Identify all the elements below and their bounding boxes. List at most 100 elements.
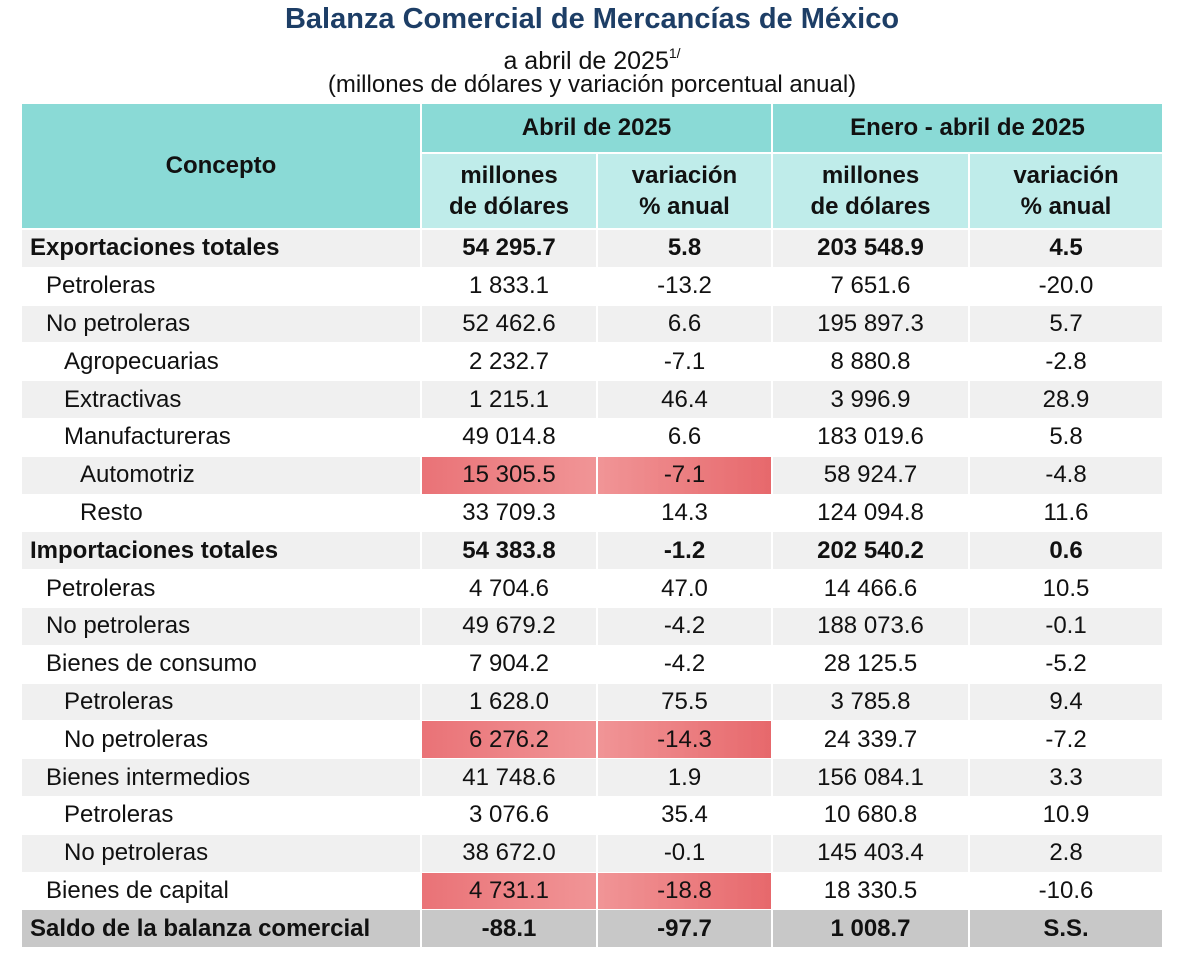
enero-abril-millones-cell: 58 924.7 [771, 455, 970, 495]
enero-abril-millones-cell: 124 094.8 [771, 493, 970, 533]
enero-abril-millones-cell: 7 651.6 [771, 266, 970, 306]
abril-millones-cell: 1 215.1 [420, 380, 598, 419]
subtitle-text: a abril de 2025 [503, 47, 669, 75]
enero-abril-millones-cell: 203 548.9 [771, 228, 970, 268]
row-label: Petroleras [20, 266, 422, 306]
abril-millones-cell: 7 904.2 [420, 644, 598, 684]
trade-balance-table: Concepto Abril de 2025 Enero - abril de … [20, 102, 1165, 949]
enero-abril-millones-cell: 24 339.7 [771, 720, 970, 760]
row-label: Resto [20, 493, 422, 533]
row-label: No petroleras [20, 304, 422, 344]
row-label: Petroleras [20, 569, 422, 608]
enero-abril-variacion-cell: 9.4 [967, 682, 1165, 722]
header-concepto: Concepto [20, 102, 422, 230]
enero-abril-variacion-cell: 4.5 [967, 228, 1165, 268]
table-row: Petroleras 1 833.1 -13.2 7 651.6 -20.0 [20, 266, 1165, 306]
row-label: Petroleras [20, 682, 422, 722]
header-variacion-1: variación % anual [596, 152, 773, 230]
abril-millones-cell: 49 679.2 [420, 606, 598, 646]
table-row: Saldo de la balanza comercial -88.1 -97.7 1… [20, 909, 1165, 949]
abril-millones-cell: 4 731.1 [420, 871, 598, 911]
abril-variacion-cell: 75.5 [596, 682, 773, 722]
abril-variacion-cell: -1.2 [596, 531, 773, 571]
header-text: de dólares [448, 193, 570, 220]
enero-abril-millones-cell: 156 084.1 [771, 758, 970, 797]
abril-variacion-cell: -7.1 [596, 342, 773, 382]
enero-abril-millones-cell: 202 540.2 [771, 531, 970, 571]
abril-millones-cell: 1 628.0 [420, 682, 598, 722]
abril-variacion-cell: 46.4 [596, 380, 773, 419]
row-label: Bienes de consumo [20, 644, 422, 684]
row-label: Bienes intermedios [20, 758, 422, 797]
enero-abril-variacion-cell: 10.9 [967, 795, 1165, 835]
enero-abril-variacion-cell: -2.8 [967, 342, 1165, 382]
abril-variacion-cell: 6.6 [596, 304, 773, 344]
abril-variacion-cell: -14.3 [596, 720, 773, 760]
header-text: variación [1013, 162, 1119, 189]
table-row: Extractivas 1 215.1 46.4 3 996.9 28.9 [20, 380, 1165, 419]
abril-variacion-cell: -18.8 [596, 871, 773, 911]
abril-variacion-cell: 14.3 [596, 493, 773, 533]
enero-abril-variacion-cell: 5.7 [967, 304, 1165, 344]
abril-variacion-cell: -4.2 [596, 644, 773, 684]
enero-abril-millones-cell: 195 897.3 [771, 304, 970, 344]
enero-abril-millones-cell: 188 073.6 [771, 606, 970, 646]
row-label: No petroleras [20, 720, 422, 760]
enero-abril-millones-cell: 10 680.8 [771, 795, 970, 835]
enero-abril-variacion-cell: 28.9 [967, 380, 1165, 419]
abril-millones-cell: 41 748.6 [420, 758, 598, 797]
header-enero-abril-2025: Enero - abril de 2025 [770, 102, 1165, 154]
header-abril-2025: Abril de 2025 [420, 102, 773, 154]
header-variacion-2: variación % anual [967, 152, 1165, 230]
enero-abril-variacion-cell: -0.1 [967, 606, 1165, 646]
table-row: Bienes de capital 4 731.1 -18.8 18 330.5 -10… [20, 871, 1165, 911]
header-millones-2: millones de dólares [771, 152, 970, 230]
units-note: (millones de dólares y variación porcent… [327, 71, 857, 98]
abril-variacion-cell: -7.1 [596, 455, 773, 495]
abril-variacion-cell: 35.4 [596, 795, 773, 835]
enero-abril-millones-cell: 3 996.9 [771, 380, 970, 419]
enero-abril-millones-cell: 14 466.6 [771, 569, 970, 608]
abril-millones-cell: 54 383.8 [420, 531, 598, 571]
row-label: Automotriz [20, 455, 422, 495]
table-row: Agropecuarias 2 232.7 -7.1 8 880.8 -2.8 [20, 342, 1165, 382]
abril-millones-cell: 2 232.7 [420, 342, 598, 382]
header-text: millones [460, 162, 558, 189]
enero-abril-variacion-cell: -7.2 [967, 720, 1165, 760]
header-millones-1: millones de dólares [420, 152, 598, 230]
abril-millones-cell: 54 295.7 [420, 228, 598, 268]
table-row: Petroleras 4 704.6 47.0 14 466.6 10.5 [20, 569, 1165, 608]
enero-abril-variacion-cell: 10.5 [967, 569, 1165, 608]
row-label: Agropecuarias [20, 342, 422, 382]
row-label: Importaciones totales [20, 531, 422, 571]
abril-millones-cell: 15 305.5 [420, 455, 598, 495]
enero-abril-millones-cell: 28 125.5 [771, 644, 970, 684]
table-row: Importaciones totales 54 383.8 -1.2 202 540… [20, 531, 1165, 571]
page-title: Balanza Comercial de Mercancías de Méxic… [284, 3, 900, 35]
abril-millones-cell: -88.1 [420, 909, 598, 949]
table-body: Exportaciones totales 54 295.7 5.8 203 548.… [20, 228, 1165, 949]
row-label: Exportaciones totales [20, 228, 422, 268]
table-row: No petroleras 6 276.2 -14.3 24 339.7 -7.2 [20, 720, 1165, 760]
abril-variacion-cell: 47.0 [596, 569, 773, 608]
table-row: No petroleras 52 462.6 6.6 195 897.3 5.7 [20, 304, 1165, 344]
abril-millones-cell: 38 672.0 [420, 833, 598, 873]
enero-abril-variacion-cell: 0.6 [967, 531, 1165, 571]
abril-variacion-cell: 6.6 [596, 417, 773, 457]
table-header: Concepto Abril de 2025 Enero - abril de … [20, 102, 1165, 230]
abril-millones-cell: 52 462.6 [420, 304, 598, 344]
table-row: Manufactureras 49 014.8 6.6 183 019.6 5.8 [20, 417, 1165, 457]
enero-abril-variacion-cell: -4.8 [967, 455, 1165, 495]
footnote-marker: 1/ [668, 45, 681, 61]
enero-abril-variacion-cell: -20.0 [967, 266, 1165, 306]
header-text: variación [631, 162, 738, 189]
table-row: Automotriz 15 305.5 -7.1 58 924.7 -4.8 [20, 455, 1165, 495]
enero-abril-millones-cell: 18 330.5 [771, 871, 970, 911]
page-subtitle: a abril de 20251/ [0, 38, 1184, 76]
table-row: Petroleras 3 076.6 35.4 10 680.8 10.9 [20, 795, 1165, 835]
row-label: Petroleras [20, 795, 422, 835]
table-row: Bienes de consumo 7 904.2 -4.2 28 125.5 -5.2 [20, 644, 1165, 684]
table-row: Resto 33 709.3 14.3 124 094.8 11.6 [20, 493, 1165, 533]
enero-abril-variacion-cell: 5.8 [967, 417, 1165, 457]
abril-millones-cell: 4 704.6 [420, 569, 598, 608]
